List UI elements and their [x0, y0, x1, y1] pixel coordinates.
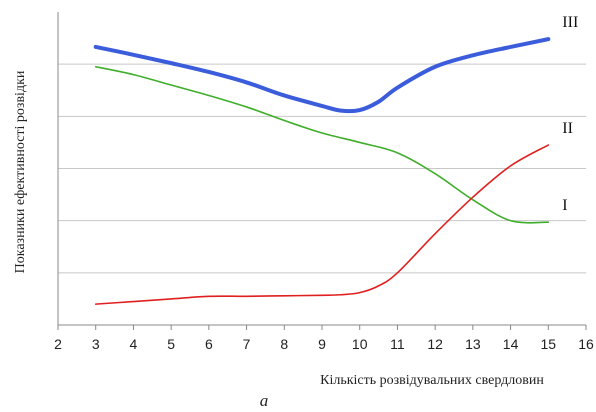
series-line-iii [93, 37, 551, 114]
x-tick-label: 5 [167, 336, 175, 352]
x-tick-label: 11 [390, 336, 405, 352]
x-tick-label: 9 [318, 336, 326, 352]
figure-caption: а [260, 391, 269, 410]
x-tick-label: 3 [92, 336, 100, 352]
y-axis-label: Показники ефективності розвідки [13, 70, 28, 273]
series-line-i [94, 65, 550, 224]
x-tick-label: 14 [503, 336, 519, 352]
x-axis-label: Кількість розвідувальних свердловин [320, 373, 544, 388]
series-label-iii: III [562, 14, 578, 31]
x-tick-label: 15 [540, 336, 556, 352]
x-tick-label: 2 [54, 336, 62, 352]
x-axis-ticks: 2 3 4 5 6 7 8 9 10 11 12 13 14 15 16 [54, 325, 594, 352]
x-tick-label: 7 [243, 336, 251, 352]
x-tick-label: 8 [280, 336, 288, 352]
series-line-ii [94, 144, 550, 305]
x-tick-label: 13 [465, 336, 481, 352]
series-lines [93, 37, 551, 305]
series-label-ii: II [562, 120, 573, 137]
gridlines [58, 63, 586, 274]
x-tick-label: 10 [352, 336, 368, 352]
series-label-i: I [562, 197, 567, 214]
x-tick-label: 4 [130, 336, 138, 352]
x-tick-label: 16 [578, 336, 594, 352]
x-tick-label: 12 [427, 336, 443, 352]
x-tick-label: 6 [205, 336, 213, 352]
